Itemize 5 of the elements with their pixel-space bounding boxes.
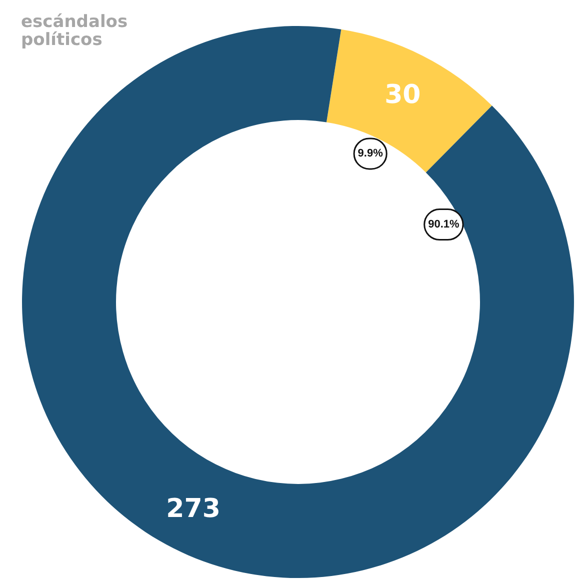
chart-title: escándalos políticos bbox=[21, 12, 134, 50]
data-label: 273 bbox=[166, 494, 220, 524]
text: 90.1% bbox=[428, 218, 460, 231]
data-label: 30 bbox=[384, 80, 421, 110]
text: 9.9% bbox=[358, 148, 384, 160]
